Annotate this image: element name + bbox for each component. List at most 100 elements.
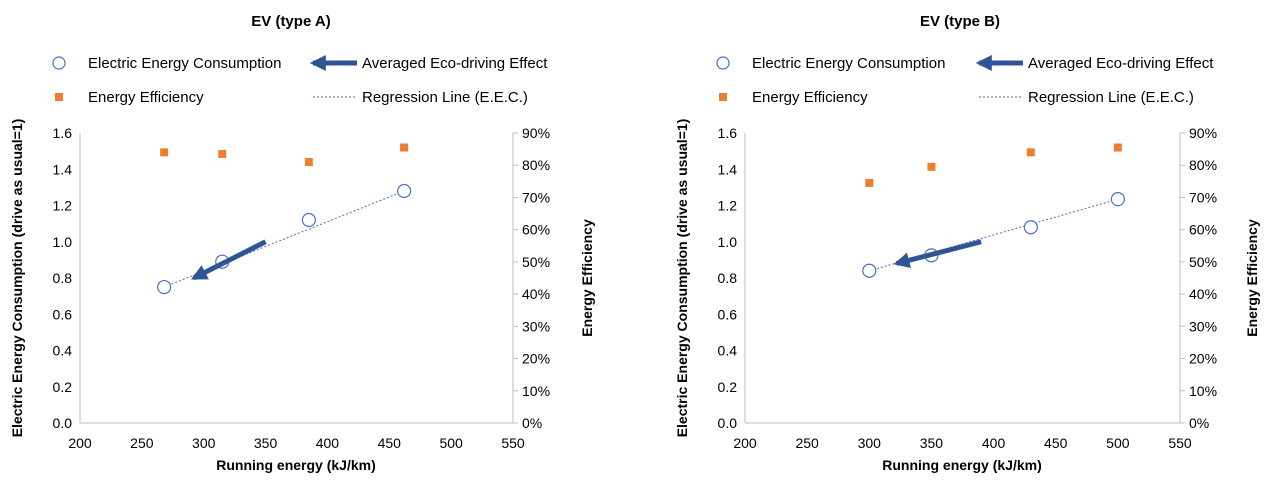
eec-point	[1110, 192, 1125, 207]
efficiency-point	[304, 158, 313, 166]
y2-tick-label: 90%	[522, 125, 550, 141]
eec-point	[397, 183, 412, 199]
x-tick-label: 200	[68, 435, 92, 451]
y-tick-label: 1.6	[718, 125, 738, 141]
x-axis-title: Running energy (kJ/km)	[216, 457, 375, 473]
eec-point	[862, 263, 877, 278]
y2-axis-title: Energy Efficiency	[579, 219, 595, 337]
eec-point	[1023, 220, 1038, 235]
x-tick-label: 500	[439, 435, 463, 451]
efficiency-point	[927, 162, 936, 171]
legend-eec-label: Electric Energy Consumption	[752, 55, 945, 72]
y-tick-label: 1.0	[53, 234, 73, 250]
efficiency-point	[160, 148, 169, 157]
y-tick-label: 1.2	[718, 198, 738, 214]
efficiency-point	[1026, 148, 1035, 157]
y2-tick-label: 40%	[522, 286, 550, 302]
y2-tick-label: 0%	[522, 415, 542, 431]
y2-tick-label: 50%	[1189, 254, 1217, 270]
y2-tick-label: 10%	[522, 383, 550, 399]
x-tick-label: 550	[501, 435, 525, 451]
legend-eec-label: Electric Energy Consumption	[88, 55, 281, 72]
y2-tick-label: 10%	[1189, 383, 1217, 399]
x-tick-label: 450	[378, 435, 402, 451]
eco-driving-effect-arrow	[893, 239, 982, 269]
chart-title: EV (type B)	[920, 13, 1000, 30]
chart-title: EV (type A)	[251, 13, 330, 30]
x-tick-label: 400	[982, 435, 1006, 451]
y2-tick-label: 60%	[522, 222, 550, 238]
legend-eec-marker	[52, 56, 66, 70]
tick-labels: 200 250 300 350 400 450 500 550 0.0 0.2 0.4 0.6 0.8 1…	[53, 125, 551, 451]
x-tick-label: 200	[733, 435, 757, 451]
x-tick-label: 350	[920, 435, 944, 451]
y2-tick-label: 70%	[522, 189, 550, 205]
plot-marks	[862, 143, 1125, 278]
y-tick-label: 0.2	[53, 379, 73, 395]
efficiency-point	[218, 149, 227, 158]
y-tick-label: 1.4	[53, 161, 73, 177]
x-tick-label: 300	[192, 435, 216, 451]
legend: Electric Energy Consumption Averaged Eco…	[716, 54, 1214, 106]
y-tick-label: 0.6	[53, 306, 73, 322]
y-tick-label: 0.4	[718, 343, 738, 359]
y2-tick-label: 80%	[1189, 157, 1217, 173]
y-tick-label: 1.0	[718, 234, 738, 250]
x-tick-label: 350	[254, 435, 278, 451]
x-tick-label: 300	[858, 435, 882, 451]
y-axis-title: Electric Energy Consumption (drive as us…	[9, 119, 25, 438]
tick-labels: 200 250 300 350 400 450 500 550 0.0 0.2 0.4 0.6 0.8 1…	[718, 125, 1218, 451]
y-tick-label: 0.0	[53, 415, 73, 431]
legend-eec-marker	[716, 56, 730, 70]
regression-line	[869, 198, 1118, 272]
x-tick-label: 250	[130, 435, 154, 451]
chart-panel-b: EV (type B) Electric Energy Consumption …	[674, 13, 1260, 473]
legend-effect-label: Averaged Eco-driving Effect	[1028, 55, 1214, 72]
x-tick-label: 550	[1168, 435, 1192, 451]
y2-tick-label: 20%	[1189, 351, 1217, 367]
x-tick-label: 400	[316, 435, 340, 451]
efficiency-point	[1113, 143, 1122, 152]
legend-efficiency-label: Energy Efficiency	[88, 89, 204, 106]
eec-point	[157, 279, 172, 295]
eco-driving-effect-arrow	[190, 239, 267, 281]
y-tick-label: 0.4	[53, 343, 73, 359]
legend-regression-label: Regression Line (E.E.C.)	[362, 89, 528, 106]
y2-tick-label: 40%	[1189, 286, 1217, 302]
y2-tick-label: 50%	[522, 254, 550, 270]
legend: Electric Energy Consumption Averaged Eco…	[52, 54, 548, 106]
plot-marks	[157, 143, 412, 295]
y-tick-label: 0.6	[718, 306, 738, 322]
x-tick-label: 250	[795, 435, 819, 451]
efficiency-point	[400, 143, 409, 152]
y2-tick-label: 60%	[1189, 222, 1217, 238]
y2-axis-title: Energy Efficiency	[1244, 219, 1260, 337]
y-tick-label: 0.0	[718, 415, 738, 431]
x-tick-label: 450	[1044, 435, 1068, 451]
y2-tick-label: 80%	[522, 157, 550, 173]
y-tick-label: 0.2	[718, 379, 738, 395]
y2-tick-label: 20%	[522, 351, 550, 367]
y-tick-label: 1.2	[53, 198, 73, 214]
y-tick-label: 1.4	[718, 161, 738, 177]
y-tick-label: 1.6	[53, 125, 73, 141]
y2-tick-label: 0%	[1189, 415, 1209, 431]
y-axis-title: Electric Energy Consumption (drive as us…	[674, 119, 690, 438]
y2-tick-label: 30%	[522, 318, 550, 334]
y-tick-label: 0.8	[718, 270, 738, 286]
x-tick-label: 500	[1106, 435, 1130, 451]
legend-efficiency-label: Energy Efficiency	[752, 89, 868, 106]
y-tick-label: 0.8	[53, 270, 73, 286]
y2-tick-label: 30%	[1189, 318, 1217, 334]
y2-tick-label: 90%	[1189, 125, 1217, 141]
y2-tick-label: 70%	[1189, 189, 1217, 205]
legend-efficiency-marker	[719, 93, 727, 101]
x-axis-title: Running energy (kJ/km)	[882, 457, 1041, 473]
legend-regression-label: Regression Line (E.E.C.)	[1028, 89, 1194, 106]
efficiency-point	[865, 178, 874, 187]
legend-effect-label: Averaged Eco-driving Effect	[362, 55, 548, 72]
eec-point	[301, 212, 316, 228]
regression-line	[163, 190, 405, 288]
legend-efficiency-marker	[55, 93, 63, 101]
